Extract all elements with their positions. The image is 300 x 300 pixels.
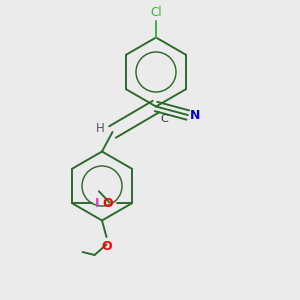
Text: Cl: Cl	[150, 6, 162, 19]
Text: O: O	[103, 197, 113, 210]
Text: C: C	[160, 114, 168, 124]
Text: O: O	[101, 240, 112, 253]
Text: N: N	[190, 109, 201, 122]
Text: H: H	[96, 122, 105, 136]
Text: I: I	[94, 197, 99, 210]
